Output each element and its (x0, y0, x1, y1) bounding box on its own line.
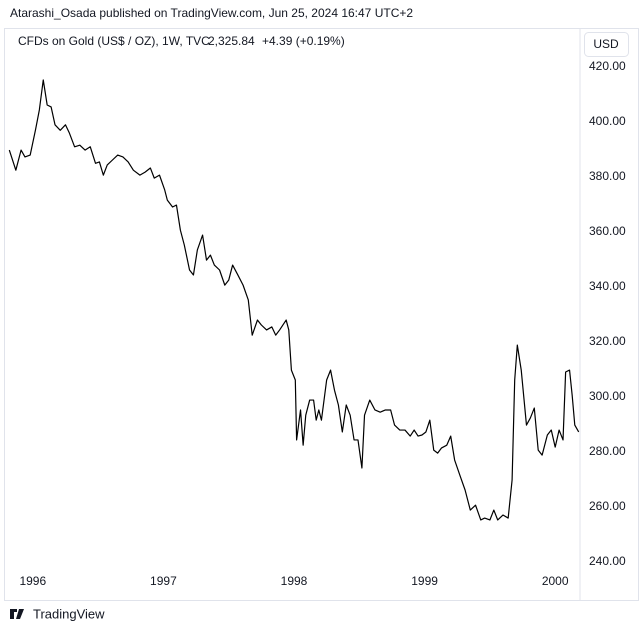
symbol: CFDs on Gold (US$ / OZ), 1W, TVC (18, 34, 210, 48)
plot: 240.00 260.00 280.00 300.00 320.00 340.00 360.… (8, 59, 626, 588)
x-tick-label: 1999 (411, 574, 438, 588)
currency-label[interactable]: USD (593, 37, 619, 51)
y-tick-label: 380.00 (589, 169, 626, 183)
logo (10, 609, 24, 619)
y-tick-label: 240.00 (589, 554, 626, 568)
y-tick-label: 260.00 (589, 499, 626, 513)
currency-button[interactable] (584, 32, 629, 57)
price-line (8, 79, 580, 521)
chart-frame (4, 28, 639, 601)
y-tick-label: 280.00 (589, 444, 626, 458)
y-tick-label: 400.00 (589, 114, 626, 128)
x-tick-label: 1998 (281, 574, 308, 588)
x-tick-label: 1996 (19, 574, 46, 588)
price-change: +4.39 (+0.19%) (262, 34, 345, 48)
brand: TradingView (33, 606, 105, 621)
last-price: 2,325.84 (208, 34, 255, 48)
y-tick-label: 320.00 (589, 334, 626, 348)
y-tick-label: 420.00 (589, 59, 626, 73)
x-tick-label: 1997 (150, 574, 177, 588)
y-tick-label: 360.00 (589, 224, 626, 238)
publisher: Atarashi_Osada published on TradingView.… (10, 6, 413, 20)
y-tick-label: 300.00 (589, 389, 626, 403)
y-tick-label: 340.00 (589, 279, 626, 293)
x-tick-label: 2000 (542, 574, 569, 588)
